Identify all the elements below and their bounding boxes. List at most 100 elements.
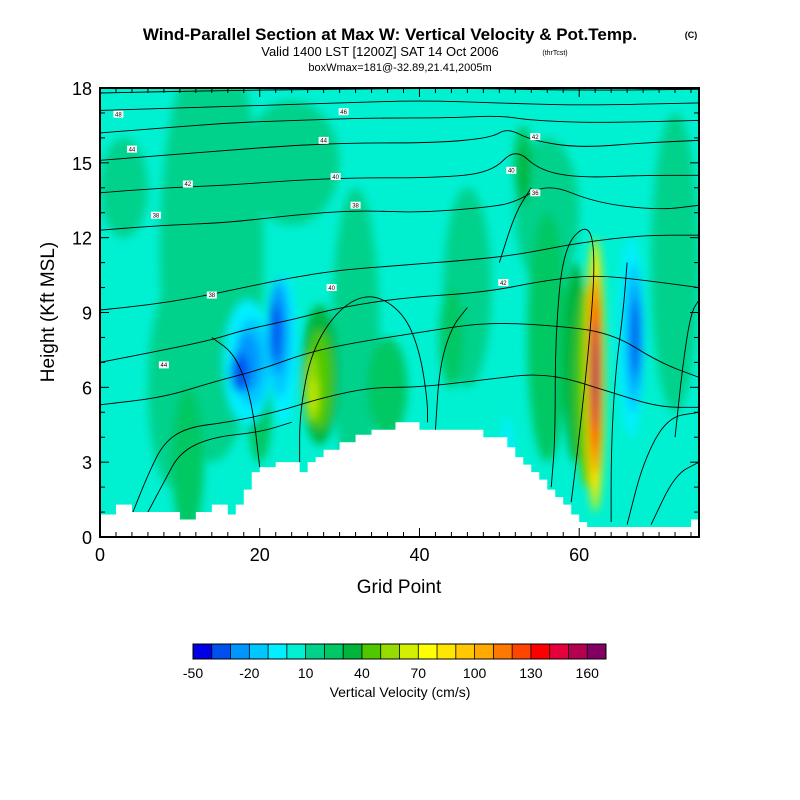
colorbar-swatch [361, 644, 382, 659]
contour-line [100, 130, 699, 161]
colorbar-swatch [380, 644, 400, 659]
colorbar-tick-label: 160 [576, 665, 600, 681]
y-tick-label: 18 [72, 79, 92, 99]
contour-label: 44 [129, 147, 136, 153]
velocity-region [631, 300, 640, 375]
contour-line [626, 411, 699, 525]
colorbar-tick-label: 40 [354, 665, 370, 681]
colorbar-swatch [211, 644, 231, 659]
contour-line [147, 421, 292, 513]
colorbar-swatch [512, 644, 532, 659]
colorbar-swatch [286, 644, 306, 659]
y-tick-label: 9 [82, 304, 92, 324]
y-tick-label: 3 [82, 453, 92, 473]
contour-label-bg [330, 173, 341, 181]
contour-line [131, 374, 699, 515]
contour-line [100, 234, 699, 311]
colorbar-tick-label: -50 [183, 665, 203, 681]
colorbar-swatch [568, 644, 588, 659]
contour-label-bg [206, 291, 217, 299]
colorbar-swatch [249, 644, 269, 659]
colorbar-swatch [418, 644, 438, 659]
contour-label-bg [530, 133, 541, 141]
contour-label-bg [338, 108, 349, 116]
contour-line [550, 228, 595, 503]
colorbar-swatch [455, 644, 475, 659]
contour-line [498, 187, 532, 263]
chart-title-suffix: (C) [685, 30, 698, 40]
velocity-region [100, 137, 148, 238]
colorbar-tick-label: -20 [239, 665, 259, 681]
colorbar-swatch [305, 644, 325, 659]
colorbar-swatch [437, 644, 457, 659]
contour-label: 38 [153, 213, 160, 219]
colorbar-swatch [230, 644, 250, 659]
terrain-mask [100, 422, 699, 537]
potential-temperature-contours [100, 88, 699, 525]
contour-line [100, 323, 699, 406]
contour-label-bg [350, 201, 361, 209]
x-tick-label: 0 [95, 545, 105, 565]
contour-label-bg [182, 180, 193, 188]
colorbar-tick-label: 70 [410, 665, 426, 681]
colorbar-frame [192, 643, 607, 660]
colorbar-swatch [587, 644, 607, 659]
colorbar-swatch [549, 644, 569, 659]
colorbar-swatch [268, 644, 288, 659]
y-axis-label: Height (Kft MSL) [38, 242, 59, 382]
colorbar: -50 -20 10 40 70 100 130 160 [183, 643, 607, 681]
contour-line [100, 100, 699, 111]
contour-label: 42 [532, 135, 539, 141]
contour-label: 38 [352, 203, 359, 209]
contour-line [100, 153, 699, 194]
contour-label-bg [158, 361, 169, 369]
contour-labels: 48 46 44 44 42 42 40 40 38 38 36 38 40 42 44 [113, 108, 541, 369]
colorbar-swatch [493, 644, 513, 659]
contour-label-bg [318, 136, 329, 144]
contour-label-bg [126, 145, 137, 153]
velocity-region [593, 344, 598, 405]
contour-label-bg [113, 110, 124, 118]
contour-label: 36 [532, 191, 539, 197]
contour-line [100, 275, 699, 363]
contour-label: 40 [332, 175, 339, 181]
colorbar-swatch [193, 644, 213, 659]
velocity-region [171, 387, 204, 537]
x-tick-label: 60 [569, 545, 589, 565]
contour-line [211, 337, 261, 468]
contour-line [100, 115, 699, 134]
contour-label: 44 [320, 139, 327, 145]
colorbar-swatch [530, 644, 550, 659]
contour-label: 44 [161, 363, 168, 369]
chart-subtitle-suffix: (thrTcst) [542, 50, 567, 57]
contour-label: 42 [500, 281, 507, 287]
contour-line [650, 461, 699, 525]
contour-label: 40 [508, 169, 515, 175]
colorbar-swatch [399, 644, 419, 659]
velocity-region [439, 287, 464, 388]
velocity-region [243, 100, 340, 226]
colorbar-tick-label: 10 [298, 665, 314, 681]
contour-label: 38 [208, 293, 215, 299]
velocity-region [517, 145, 529, 206]
colorbar-swatch [474, 644, 494, 659]
colorbar-label: Vertical Velocity (cm/s) [330, 684, 471, 700]
colorbar-tick-label: 130 [519, 665, 543, 681]
contour-label-bg [326, 284, 337, 292]
velocity-region [527, 212, 568, 463]
contour-label: 46 [340, 110, 347, 116]
contour-label-bg [498, 279, 509, 287]
y-tick-label: 6 [82, 378, 92, 398]
contour-label: 40 [328, 286, 335, 292]
velocity-region [310, 377, 318, 418]
colorbar-swatch [343, 644, 363, 659]
contour-label-bg [530, 189, 541, 197]
x-axis-label: Grid Point [357, 577, 442, 598]
contour-line [299, 296, 428, 463]
colorbar-tick-label: 100 [463, 665, 487, 681]
velocity-region [651, 112, 699, 413]
y-tick-label: 0 [82, 528, 92, 548]
contour-line [674, 299, 699, 438]
